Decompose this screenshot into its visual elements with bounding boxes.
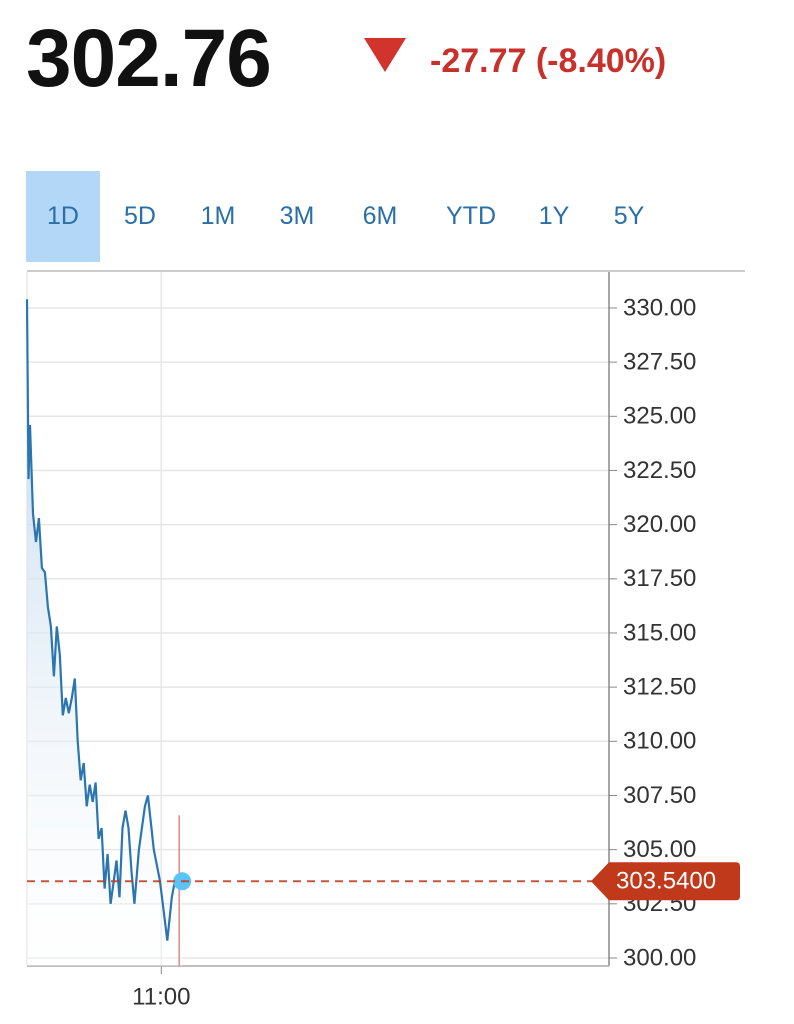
y-tick-label: 317.50 [623, 565, 696, 592]
y-tick-label: 312.50 [623, 673, 696, 700]
y-tick-label: 322.50 [623, 457, 696, 484]
y-tick-label: 320.00 [623, 511, 696, 538]
range-tab[interactable]: 5D [124, 202, 156, 230]
y-tick-label: 327.50 [623, 348, 696, 375]
y-tick-label: 325.00 [623, 403, 696, 430]
y-tick-label: 330.00 [623, 294, 696, 321]
range-tab[interactable]: 1M [200, 202, 236, 230]
price-area [27, 299, 183, 966]
price-change: -27.77 (-8.40%) [430, 42, 667, 80]
down-arrow [364, 38, 406, 72]
y-tick-label: 307.50 [623, 782, 696, 809]
x-tick-label: 11:00 [132, 983, 190, 1010]
y-tick-label: 300.00 [623, 944, 696, 971]
y-tick-label: 310.00 [623, 728, 696, 755]
price: 302.76 [26, 13, 272, 104]
last-price-tag [591, 862, 740, 901]
price-line [25, 299, 183, 941]
range-tab[interactable]: 1Y [538, 202, 570, 230]
range-tab[interactable]: 5Y [613, 202, 645, 230]
range-tab[interactable]: 1D [26, 171, 100, 262]
last-price-label: 303.5400 [616, 868, 716, 895]
range-tab[interactable]: 6M [362, 202, 398, 230]
y-tick-label: 305.00 [623, 836, 696, 863]
range-tab[interactable]: YTD [446, 202, 496, 230]
range-tab[interactable]: 3M [279, 202, 315, 230]
range-tabs: 1D 5D 1M 3M 6M YTD 1Y 5Y [26, 171, 745, 262]
y-tick-label: 315.00 [623, 619, 696, 646]
